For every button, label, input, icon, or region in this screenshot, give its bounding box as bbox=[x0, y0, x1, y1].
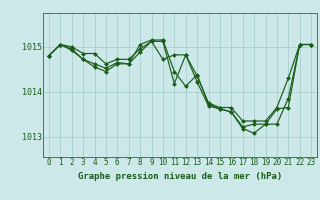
X-axis label: Graphe pression niveau de la mer (hPa): Graphe pression niveau de la mer (hPa) bbox=[78, 172, 282, 181]
